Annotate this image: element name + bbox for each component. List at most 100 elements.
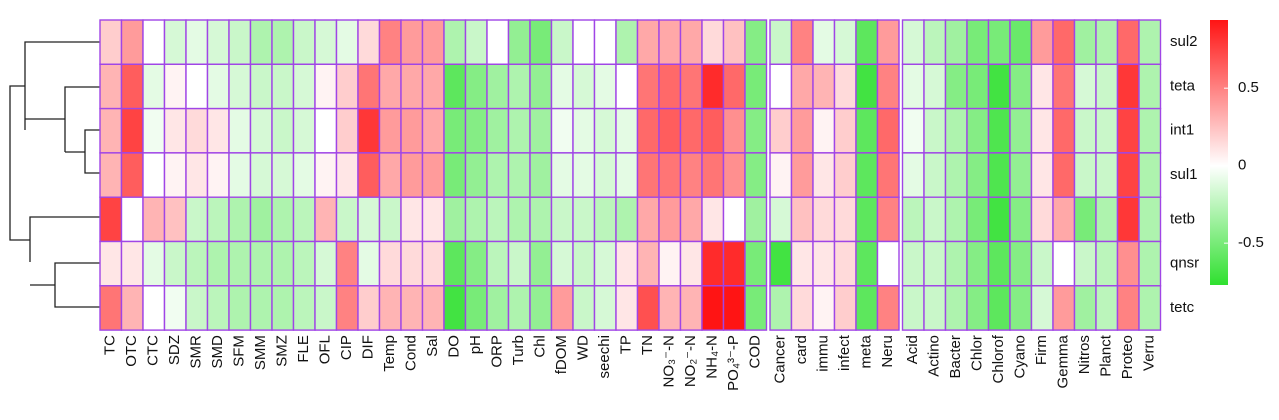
column-label: FLE bbox=[295, 335, 312, 363]
heatmap-cell bbox=[679, 285, 703, 331]
row-label: tetc bbox=[1170, 299, 1195, 316]
heatmap-cell bbox=[1095, 63, 1119, 110]
color-bar-label: -0.5 bbox=[1238, 234, 1264, 251]
heatmap-cell bbox=[335, 196, 359, 243]
heatmap-cell bbox=[529, 63, 553, 110]
heatmap-cell bbox=[163, 107, 187, 154]
heatmap-cell bbox=[206, 19, 230, 65]
heatmap-cell bbox=[636, 63, 660, 110]
dendrogram-branch bbox=[24, 41, 100, 130]
heatmap-cell bbox=[636, 285, 660, 331]
heatmap-cell bbox=[99, 240, 123, 287]
heatmap-cell bbox=[1138, 152, 1162, 198]
heatmap-cell bbox=[507, 19, 531, 65]
heatmap-cell bbox=[185, 107, 209, 154]
heatmap-cell bbox=[421, 240, 445, 287]
heatmap-cell bbox=[679, 196, 703, 243]
heatmap-cell bbox=[593, 19, 617, 65]
heatmap-cell bbox=[292, 196, 316, 243]
heatmap-cell bbox=[966, 240, 990, 287]
heatmap-cell bbox=[987, 63, 1011, 110]
heatmap-cell bbox=[378, 107, 402, 154]
heatmap-cell bbox=[876, 240, 900, 287]
heatmap-cell bbox=[314, 63, 338, 110]
heatmap-cell bbox=[228, 196, 252, 243]
heatmap-cell bbox=[1009, 285, 1033, 331]
heatmap-cell bbox=[744, 19, 768, 65]
heatmap-cell bbox=[99, 285, 123, 331]
heatmap-cell bbox=[722, 19, 746, 65]
heatmap-cell bbox=[335, 285, 359, 331]
heatmap-cell bbox=[1138, 240, 1162, 287]
heatmap-cell bbox=[1095, 285, 1119, 331]
heatmap-cell bbox=[421, 19, 445, 65]
heatmap-cell bbox=[249, 63, 273, 110]
heatmap-cell bbox=[769, 240, 793, 287]
heatmap-cell bbox=[722, 107, 746, 154]
heatmap-cell bbox=[249, 19, 273, 65]
heatmap-cell bbox=[464, 196, 488, 243]
heatmap-cell bbox=[99, 152, 123, 198]
heatmap-cell bbox=[701, 152, 725, 198]
column-label: immu bbox=[815, 335, 832, 372]
heatmap-cell bbox=[271, 285, 295, 331]
heatmap-cell bbox=[1009, 107, 1033, 154]
heatmap-cell bbox=[615, 63, 639, 110]
heatmap-cell bbox=[744, 107, 768, 154]
heatmap-cell bbox=[378, 152, 402, 198]
heatmap-cell bbox=[790, 19, 814, 65]
heatmap-cell bbox=[486, 63, 510, 110]
heatmap-cell bbox=[292, 19, 316, 65]
heatmap-cell bbox=[550, 196, 574, 243]
heatmap-cell bbox=[833, 196, 857, 243]
heatmap-cell bbox=[944, 285, 968, 331]
column-label: infect bbox=[836, 334, 853, 371]
heatmap-cell bbox=[529, 196, 553, 243]
heatmap-cell bbox=[572, 19, 596, 65]
column-label: NH₄-N bbox=[704, 335, 721, 379]
heatmap-cell bbox=[855, 63, 879, 110]
column-label: fDOM bbox=[553, 335, 570, 374]
heatmap-cell bbox=[486, 196, 510, 243]
heatmap-cell bbox=[855, 152, 879, 198]
column-label: meta bbox=[858, 334, 875, 368]
heatmap-cell bbox=[790, 196, 814, 243]
heatmap-cell bbox=[876, 285, 900, 331]
heatmap-cell bbox=[722, 240, 746, 287]
heatmap-cell bbox=[206, 63, 230, 110]
heatmap-cell bbox=[833, 285, 857, 331]
heatmap-cell bbox=[1052, 19, 1076, 65]
heatmap-cell bbox=[769, 19, 793, 65]
heatmap-cell bbox=[769, 63, 793, 110]
heatmap-cell bbox=[249, 196, 273, 243]
heatmap-cell bbox=[249, 285, 273, 331]
column-label: Chlorof bbox=[990, 334, 1007, 383]
heatmap-cell bbox=[572, 196, 596, 243]
heatmap-cell bbox=[923, 107, 947, 154]
heatmap-cell bbox=[1116, 196, 1140, 243]
column-label: SMZ bbox=[274, 335, 291, 367]
heatmap-cell bbox=[812, 285, 836, 331]
heatmap-cell bbox=[744, 240, 768, 287]
heatmap-cell bbox=[923, 240, 947, 287]
heatmap-cell bbox=[142, 285, 166, 331]
heatmap-cell bbox=[550, 63, 574, 110]
column-label: NO₂⁻-N bbox=[682, 335, 699, 387]
heatmap-cell bbox=[357, 152, 381, 198]
heatmap-cell bbox=[901, 152, 925, 198]
heatmap-cell bbox=[769, 285, 793, 331]
heatmap-cell bbox=[901, 63, 925, 110]
row-label: teta bbox=[1170, 77, 1196, 94]
heatmap-cell bbox=[1095, 196, 1119, 243]
heatmap-cell bbox=[1030, 196, 1054, 243]
heatmap-cell bbox=[206, 152, 230, 198]
heatmap-cell bbox=[142, 196, 166, 243]
column-label: SMD bbox=[209, 335, 226, 369]
heatmap-cell bbox=[335, 240, 359, 287]
heatmap-cell bbox=[1030, 152, 1054, 198]
row-label: tetb bbox=[1170, 210, 1195, 227]
heatmap-cell bbox=[1009, 63, 1033, 110]
row-label: sul1 bbox=[1170, 166, 1198, 183]
heatmap-cell bbox=[271, 152, 295, 198]
heatmap-cell bbox=[249, 107, 273, 154]
